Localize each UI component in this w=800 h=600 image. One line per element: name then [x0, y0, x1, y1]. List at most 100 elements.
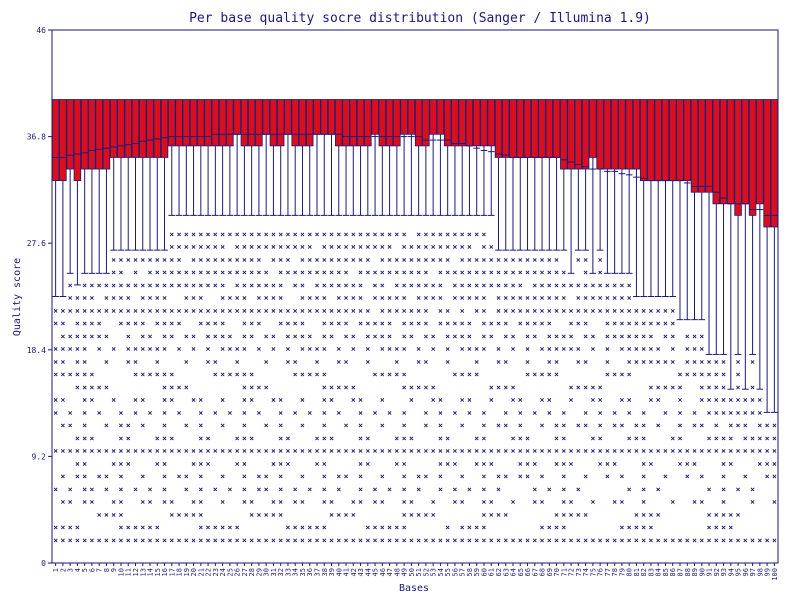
outlier-marker: × — [220, 396, 225, 405]
outlier-marker: × — [431, 510, 436, 519]
outlier-marker: × — [329, 332, 334, 341]
outlier-marker: × — [460, 447, 465, 456]
outlier-marker: × — [387, 255, 392, 264]
outlier-marker: × — [445, 230, 450, 239]
box-iqr — [88, 99, 96, 170]
outlier-marker: × — [126, 319, 131, 328]
outlier-marker: × — [126, 332, 131, 341]
outlier-marker: × — [235, 345, 240, 354]
outlier-marker: × — [511, 294, 516, 303]
outlier-marker: × — [474, 536, 479, 545]
outlier-marker: × — [322, 498, 327, 507]
outlier-marker: × — [344, 243, 349, 252]
outlier-marker: × — [765, 472, 770, 481]
outlier-marker: × — [177, 510, 182, 519]
outlier-marker: × — [438, 243, 443, 252]
outlier-marker: × — [119, 255, 124, 264]
outlier-marker: × — [649, 396, 654, 405]
outlier-marker: × — [315, 268, 320, 277]
outlier-marker: × — [213, 357, 218, 366]
outlier-marker: × — [293, 357, 298, 366]
outlier-marker: × — [583, 306, 588, 315]
outlier-marker: × — [394, 523, 399, 532]
outlier-marker: × — [605, 459, 610, 468]
x-tick-label: 38 — [321, 568, 329, 576]
outlier-marker: × — [358, 396, 363, 405]
outlier-marker: × — [53, 370, 58, 379]
outlier-marker: × — [278, 485, 283, 494]
outlier-marker: × — [344, 383, 349, 392]
outlier-marker: × — [249, 281, 254, 290]
outlier-marker: × — [119, 319, 124, 328]
outlier-marker: × — [256, 319, 261, 328]
outlier-marker: × — [663, 536, 668, 545]
box-iqr — [436, 99, 445, 135]
outlier-marker: × — [329, 510, 334, 519]
x-tick-label: 76 — [597, 568, 605, 576]
outlier-marker: × — [540, 472, 545, 481]
outlier-marker: × — [126, 294, 131, 303]
outlier-marker: × — [191, 255, 196, 264]
outlier-marker: × — [423, 255, 428, 264]
outlier-marker: × — [561, 268, 566, 277]
outlier-marker: × — [663, 472, 668, 481]
outlier-marker: × — [249, 383, 254, 392]
outlier-marker: × — [140, 319, 145, 328]
outlier-marker: × — [227, 345, 232, 354]
outlier-marker: × — [409, 255, 414, 264]
outlier-marker: × — [416, 281, 421, 290]
box-iqr — [603, 99, 612, 170]
outlier-marker: × — [590, 345, 595, 354]
outlier-marker: × — [743, 408, 748, 417]
outlier-marker: × — [707, 357, 712, 366]
outlier-marker: × — [561, 536, 566, 545]
outlier-marker: × — [140, 345, 145, 354]
outlier-marker: × — [169, 383, 174, 392]
outlier-marker: × — [757, 396, 762, 405]
outlier-marker: × — [227, 230, 232, 239]
outlier-marker: × — [453, 459, 458, 468]
x-tick-label: 22 — [205, 568, 213, 576]
outlier-marker: × — [365, 332, 370, 341]
outlier-marker: × — [714, 383, 719, 392]
x-tick-label: 81 — [633, 568, 641, 576]
outlier-marker: × — [750, 447, 755, 456]
outlier-marker: × — [438, 294, 443, 303]
outlier-marker: × — [438, 396, 443, 405]
outlier-marker: × — [286, 345, 291, 354]
outlier-marker: × — [619, 472, 624, 481]
outlier-marker: × — [765, 447, 770, 456]
outlier-marker: × — [641, 421, 646, 430]
outlier-marker: × — [155, 523, 160, 532]
outlier-marker: × — [474, 255, 479, 264]
box-iqr — [153, 99, 162, 158]
outlier-marker: × — [641, 357, 646, 366]
box-iqr — [305, 99, 314, 147]
outlier-marker: × — [685, 536, 690, 545]
outlier-marker: × — [155, 268, 160, 277]
outlier-marker: × — [133, 536, 138, 545]
outlier-marker: × — [402, 281, 407, 290]
x-tick-label: 33 — [284, 568, 292, 576]
outlier-marker: × — [278, 294, 283, 303]
outlier-marker: × — [598, 281, 603, 290]
outlier-marker: × — [191, 459, 196, 468]
outlier-marker: × — [598, 459, 603, 468]
outlier-marker: × — [169, 255, 174, 264]
outlier-marker: × — [736, 447, 741, 456]
box-iqr — [705, 99, 713, 193]
outlier-marker: × — [649, 306, 654, 315]
outlier-marker: × — [140, 294, 145, 303]
x-tick-label: 10 — [117, 568, 125, 576]
outlier-marker: × — [445, 243, 450, 252]
box-iqr — [102, 99, 111, 170]
outlier-marker: × — [68, 294, 73, 303]
outlier-marker: × — [699, 396, 704, 405]
outlier-marker: × — [148, 485, 153, 494]
outlier-marker: × — [315, 523, 320, 532]
outlier-marker: × — [344, 319, 349, 328]
outlier-marker: × — [227, 536, 232, 545]
outlier-marker: × — [707, 396, 712, 405]
outlier-marker: × — [198, 421, 203, 430]
outlier-marker: × — [707, 485, 712, 494]
